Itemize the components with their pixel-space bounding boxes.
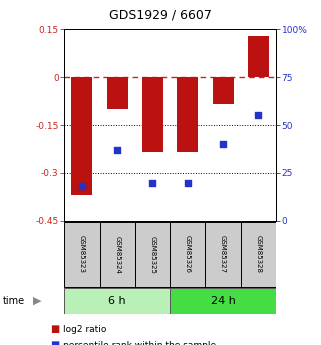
Bar: [64, 222, 100, 287]
Bar: [135, 222, 170, 287]
Point: [79, 184, 84, 189]
Bar: [100, 222, 135, 287]
Text: log2 ratio: log2 ratio: [63, 325, 106, 334]
Text: GDS1929 / 6607: GDS1929 / 6607: [109, 9, 212, 22]
Bar: [107, 77, 128, 109]
Bar: [71, 77, 92, 195]
Bar: [213, 77, 234, 104]
Text: GSM85325: GSM85325: [150, 236, 155, 273]
Bar: [64, 288, 170, 314]
Text: GSM85328: GSM85328: [256, 235, 261, 274]
Text: ▶: ▶: [33, 296, 41, 306]
Text: GSM85327: GSM85327: [220, 235, 226, 274]
Text: 6 h: 6 h: [108, 296, 126, 306]
Text: GSM85326: GSM85326: [185, 235, 191, 274]
Text: GSM85324: GSM85324: [114, 236, 120, 273]
Point: [115, 147, 120, 153]
Point: [221, 141, 226, 147]
Text: percentile rank within the sample: percentile rank within the sample: [63, 341, 216, 345]
Text: time: time: [3, 296, 25, 306]
Text: 24 h: 24 h: [211, 296, 236, 306]
Point: [150, 180, 155, 185]
Bar: [177, 77, 198, 152]
Text: ■: ■: [50, 340, 59, 345]
Text: ■: ■: [50, 325, 59, 334]
Point: [185, 180, 190, 185]
Point: [256, 113, 261, 118]
Bar: [248, 36, 269, 77]
Bar: [170, 288, 276, 314]
Text: GSM85323: GSM85323: [79, 235, 85, 274]
Bar: [205, 222, 241, 287]
Bar: [170, 222, 205, 287]
Bar: [142, 77, 163, 152]
Bar: [241, 222, 276, 287]
